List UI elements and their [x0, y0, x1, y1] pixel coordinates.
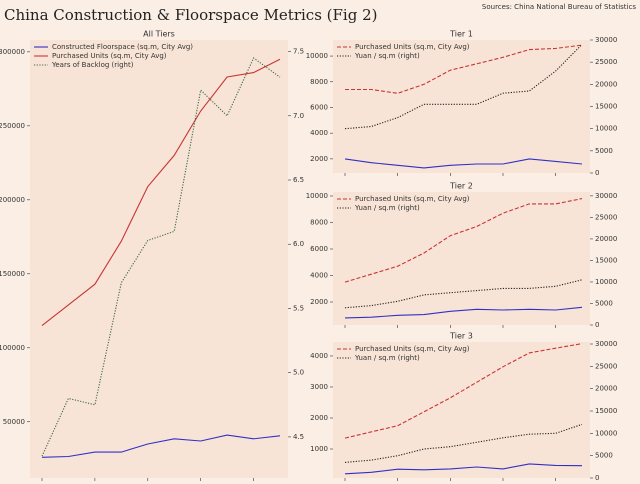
chart-title: Tier 2: [449, 182, 473, 191]
y-tick-label: 150000: [0, 270, 25, 278]
y2-tick-label: 7.5: [293, 48, 304, 56]
y2-tick-label: 20000: [595, 80, 617, 88]
series-line: [344, 279, 583, 309]
y2-tick-label: 10000: [595, 429, 617, 437]
legend-label: Purchased Units (sq.m, City Avg): [355, 345, 470, 353]
y-tick-label: 6000: [310, 103, 328, 111]
y2-tick-label: 6.0: [293, 240, 304, 248]
y2-tick-label: 10000: [595, 125, 617, 133]
y-tick-label: 300000: [0, 48, 25, 56]
y-tick-label: 3000: [310, 383, 328, 391]
legend-label: Purchased Units (sq.m, City Avg): [355, 195, 470, 203]
y2-tick-label: 7.0: [293, 112, 304, 120]
y-tick-label: 4000: [310, 352, 328, 360]
chart-title: Tier 1: [449, 30, 473, 39]
y-tick-label: 1000: [310, 445, 328, 453]
series-line: [344, 423, 583, 463]
series-line: [344, 158, 583, 169]
y-tick-label: 10000: [306, 52, 328, 60]
y2-tick-label: 5.5: [293, 304, 304, 312]
y2-tick-label: 20000: [595, 235, 617, 243]
y-tick-label: 2000: [310, 414, 328, 422]
y2-tick-label: 15000: [595, 256, 617, 264]
y2-tick-label: 0: [595, 169, 599, 177]
chart-title: Tier 3: [449, 332, 473, 341]
legend-label: Purchased Units (sq.m, City Avg): [52, 52, 167, 60]
y2-tick-label: 6.5: [293, 176, 304, 184]
y2-tick-label: 30000: [595, 340, 617, 348]
series-line: [345, 44, 583, 94]
plot-area: [333, 40, 590, 173]
series-line: [41, 58, 281, 327]
y2-tick-label: 25000: [595, 58, 617, 66]
y2-tick-label: 0: [595, 474, 599, 482]
plot-area: [30, 40, 288, 478]
y2-tick-label: 30000: [595, 192, 617, 200]
y2-tick-label: 15000: [595, 103, 617, 111]
source-note: Sources: China National Bureau of Statis…: [482, 3, 636, 11]
legend-label: Yuan / sq.m (right): [354, 204, 420, 212]
legend-label: Purchased Units (sq.m, City Avg): [355, 43, 470, 51]
y-tick-label: 2000: [310, 298, 328, 306]
legend-label: Yuan / sq.m (right): [354, 52, 420, 60]
y2-tick-label: 5000: [595, 147, 613, 155]
series-line: [344, 343, 583, 439]
legend-label: Yuan / sq.m (right): [354, 354, 420, 362]
y-tick-label: 2000: [310, 155, 328, 163]
y2-tick-label: 25000: [595, 362, 617, 370]
y2-tick-label: 4.5: [293, 433, 304, 441]
y2-tick-label: 5.0: [293, 369, 304, 377]
y-tick-label: 50000: [3, 418, 25, 426]
y-tick-label: 100000: [0, 344, 25, 352]
y2-tick-label: 30000: [595, 36, 617, 44]
y-tick-label: 8000: [310, 78, 328, 86]
y2-tick-label: 20000: [595, 385, 617, 393]
y2-tick-label: 25000: [595, 213, 617, 221]
y-tick-label: 6000: [310, 245, 328, 253]
y2-tick-label: 5000: [595, 299, 613, 307]
y2-tick-label: 5000: [595, 452, 613, 460]
plot-area: [333, 192, 590, 325]
series-line: [344, 306, 583, 319]
series-line: [41, 434, 281, 458]
y-tick-label: 8000: [310, 218, 328, 226]
series-line: [344, 44, 583, 130]
series-line: [344, 198, 583, 283]
series-line: [41, 57, 281, 457]
y2-tick-label: 10000: [595, 278, 617, 286]
legend-label: Constructed Floorspace (sq.m, City Avg): [52, 43, 193, 51]
y2-tick-label: 0: [595, 321, 599, 329]
y-tick-label: 4000: [310, 129, 328, 137]
y-tick-label: 4000: [310, 271, 328, 279]
figure-title: China Construction & Floorspace Metrics …: [4, 6, 377, 24]
chart-title: All Tiers: [143, 30, 175, 39]
y2-tick-label: 15000: [595, 407, 617, 415]
legend-label: Years of Backlog (right): [51, 61, 134, 69]
y-tick-label: 10000: [306, 192, 328, 200]
plot-area: [333, 342, 590, 478]
y-tick-label: 200000: [0, 196, 25, 204]
series-line: [344, 463, 583, 475]
y-tick-label: 250000: [0, 122, 25, 130]
